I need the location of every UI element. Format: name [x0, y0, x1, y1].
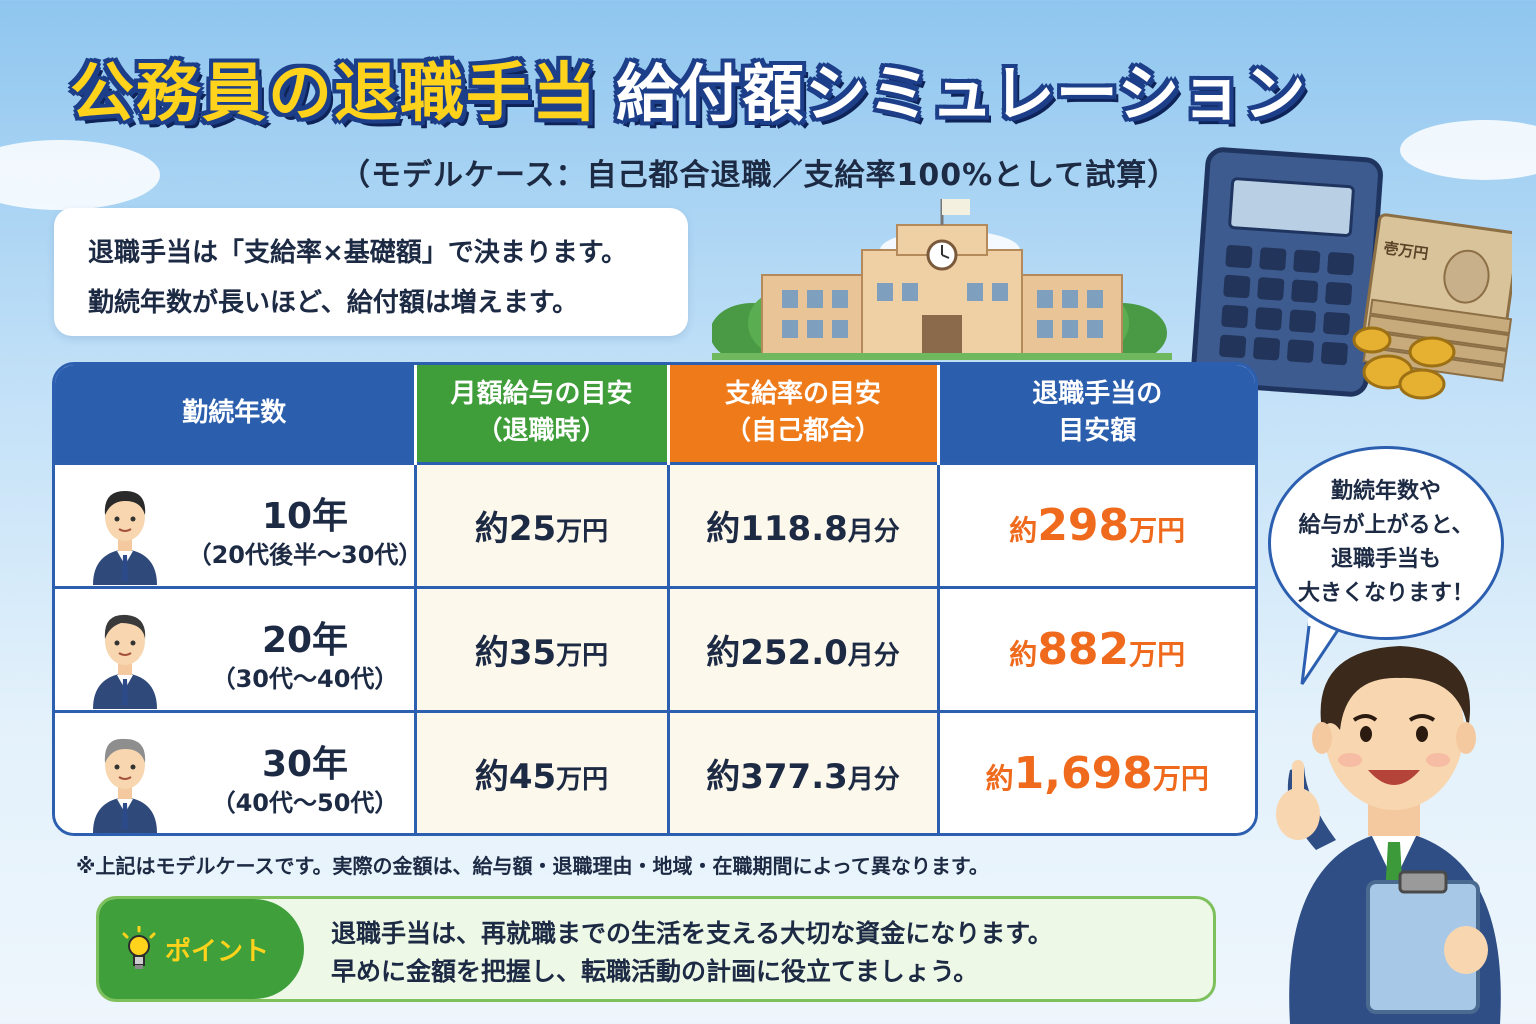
salary-value: 約25万円: [474, 508, 609, 549]
cloud: [0, 140, 160, 210]
header-salary: 月額給与の目安 （退職時）: [415, 365, 670, 463]
bubble-line-1: 勤続年数や: [1330, 479, 1441, 504]
header-years: 勤続年数: [55, 365, 417, 463]
amount-value: 約1,698万円: [985, 748, 1209, 800]
cloud: [1400, 120, 1536, 180]
simulation-table: 勤続年数 月額給与の目安 （退職時） 支給率の目安 （自己都合） 退職手当の 目安額: [52, 362, 1258, 836]
point-box: ポイント 退職手当は、再就職までの生活を支える大切な資金になります。 早めに金額…: [96, 896, 1216, 1002]
middle-age-man-avatar-icon: [93, 614, 157, 709]
rate-value: 約377.3月分: [706, 757, 900, 798]
intro-line-1: 退職手当は「支給率×基礎額」で決まります。: [88, 238, 628, 268]
bubble-line-2: 給与が上がると、: [1298, 513, 1474, 538]
amount-value: 約298万円: [1009, 499, 1186, 551]
point-text: 退職手当は、再就職までの生活を支える大切な資金になります。 早めに金額を把握し、…: [331, 915, 1053, 991]
point-tag: ポイント: [99, 899, 304, 999]
footnote: ※上記はモデルケースです。実際の金額は、給与額・退職理由・地域・在職期間によって…: [76, 854, 989, 878]
row-years: 20年: [261, 619, 349, 661]
table-row: 20年 （30代〜40代） 約35万円 約252.0月分 約882万円: [55, 585, 1255, 711]
rate-value: 約118.8月分: [706, 508, 900, 549]
header-rate: 支給率の目安 （自己都合）: [668, 365, 940, 463]
point-label: ポイント: [165, 936, 270, 967]
salary-value: 約45万円: [474, 757, 609, 798]
amount-value: 約882万円: [1009, 623, 1186, 675]
point-line-1: 退職手当は、再就職までの生活を支える大切な資金になります。: [331, 919, 1053, 948]
row-age: （40代〜50代）: [211, 788, 399, 817]
salary-value: 約35万円: [474, 632, 609, 673]
intro-line-2: 勤続年数が長いほど、給付額は増えます。: [88, 288, 579, 318]
school-building-illustration: [712, 199, 1172, 360]
calculator-screen: [1227, 176, 1356, 238]
title-main: 公務員の退職手当: [70, 57, 598, 131]
row-age: （20代後半〜30代）: [187, 540, 423, 569]
businessman-pointing-illustration: [1276, 646, 1501, 1024]
header-amount: 退職手当の 目安額: [938, 365, 1255, 463]
row-age: （30代〜40代）: [211, 664, 399, 693]
calculator-keys: [1218, 244, 1355, 366]
point-line-2: 早めに金額を把握し、転職活動の計画に役立てましょう。: [331, 957, 979, 986]
intro-box: 退職手当は「支給率×基礎額」で決まります。 勤続年数が長いほど、給付額は増えます…: [54, 208, 688, 336]
lightbulb-icon: [122, 926, 156, 969]
row-years: 10年: [261, 495, 349, 537]
money-stack-icon: 壱万円: [1352, 213, 1512, 400]
title-sub: 給付額シミュレーション: [616, 57, 1307, 130]
subtitle: （モデルケース：自己都合退職／支給率100%として試算）: [340, 158, 1179, 193]
rate-value: 約252.0月分: [706, 632, 900, 673]
bubble-line-4: 大きくなります！: [1297, 581, 1474, 606]
bubble-line-3: 退職手当も: [1330, 547, 1441, 572]
young-man-avatar-icon: [93, 490, 157, 585]
table-row: 10年 （20代後半〜30代） 約25万円 約118.8月分 約298万円: [55, 461, 1255, 587]
senior-man-avatar-icon: [93, 738, 157, 833]
speech-bubble: 勤続年数や 給与が上がると、 退職手当も 大きくなります！: [1268, 446, 1504, 640]
page-title: 公務員の退職手当 給付額シミュレーション: [70, 42, 1307, 134]
row-years: 30年: [261, 743, 349, 785]
table-row: 30年 （40代〜50代） 約45万円 約377.3月分 約1,698万円: [55, 709, 1255, 833]
